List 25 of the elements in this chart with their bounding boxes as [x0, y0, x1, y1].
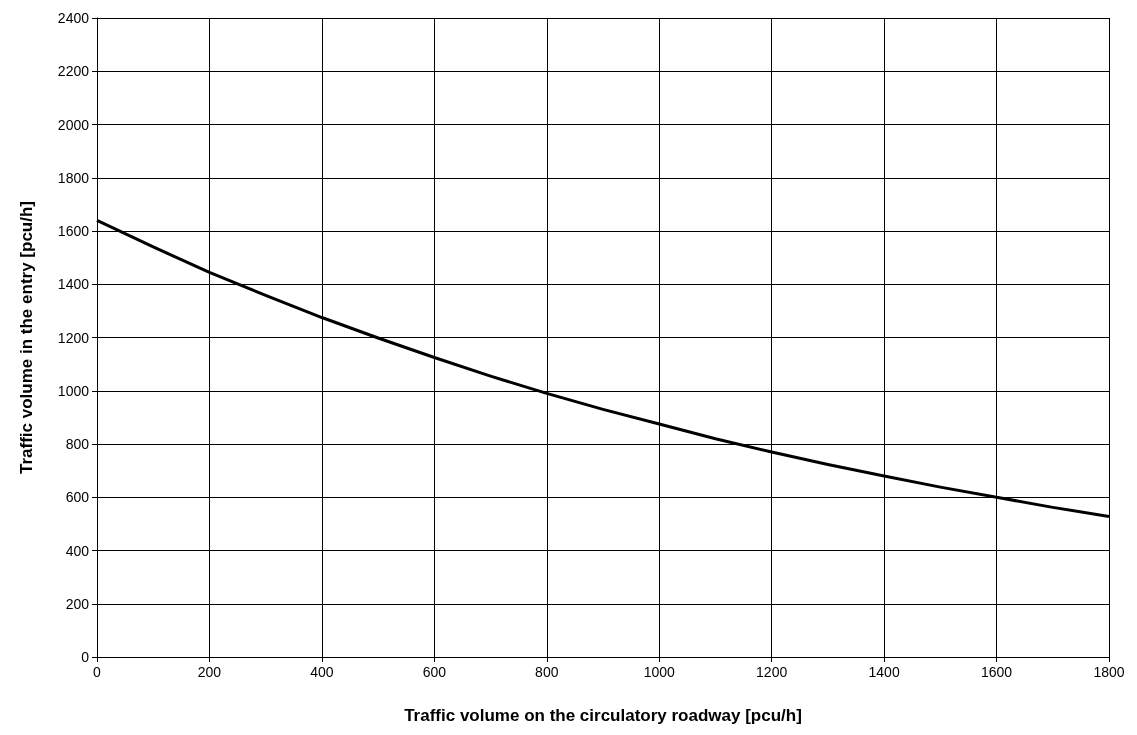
- y-tick-label: 1400: [57, 276, 90, 293]
- x-axis-title: Traffic volume on the circulatory roadway [pcu/h]: [404, 706, 802, 725]
- y-tick-label: 2000: [57, 116, 90, 133]
- x-tick-label: 1800: [1093, 664, 1125, 680]
- x-tick-label: 1600: [980, 664, 1013, 680]
- y-tick-label: 1800: [57, 169, 90, 186]
- x-tick-label: 400: [310, 664, 334, 680]
- x-tick-label: 200: [197, 664, 222, 680]
- y-tick-label: 800: [65, 436, 90, 452]
- x-tick-label: 1400: [868, 664, 900, 680]
- y-tick-label: 400: [65, 542, 90, 559]
- x-tick-label: 800: [535, 664, 559, 680]
- y-tick-label: 0: [81, 649, 90, 665]
- y-axis-title: Traffic volume in the entry [pcu/h]: [17, 201, 36, 474]
- y-tick-label: 200: [65, 595, 90, 612]
- x-tick-label: 0: [93, 664, 102, 680]
- x-tick-label: 1000: [643, 664, 675, 680]
- y-tick-label: 1200: [57, 329, 90, 346]
- y-tick-label: 600: [65, 489, 90, 506]
- x-tick-label: 600: [422, 664, 447, 680]
- y-tick-label: 2200: [57, 63, 90, 80]
- x-tick-label: 1200: [756, 664, 788, 680]
- y-tick-label: 1600: [57, 223, 90, 239]
- y-tick-label: 1000: [57, 382, 90, 399]
- y-tick-label: 2400: [57, 10, 90, 26]
